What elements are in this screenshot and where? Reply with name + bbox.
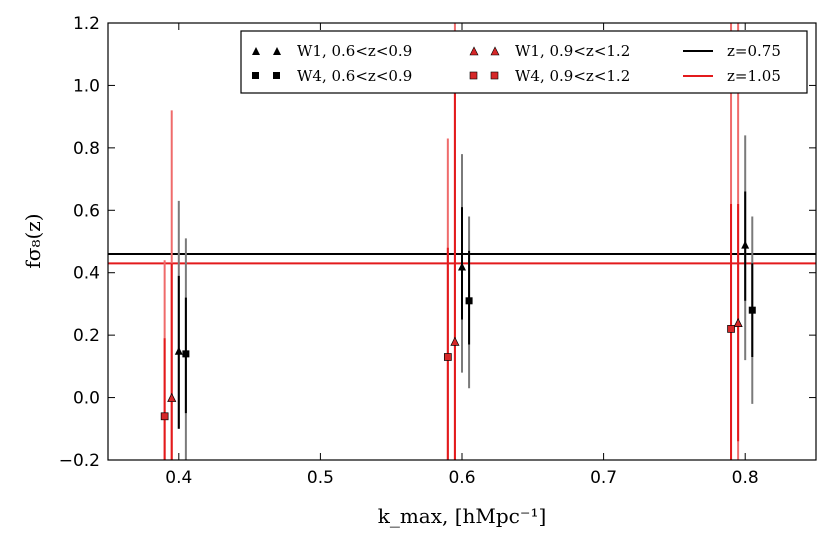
legend: W1, 0.6<z<0.9 W4, 0.6<z<0.9 W1, 0.9<z<1.… xyxy=(240,30,808,94)
marker-s2-2 xyxy=(733,317,743,328)
x-tick-label-4: 0.8 xyxy=(732,468,759,488)
legend-label-w4-high: W4, 0.9<z<1.2 xyxy=(515,67,630,85)
y-tick-label-1: 0.0 xyxy=(73,389,100,409)
axes: −0.2 0.0 0.2 0.4 0.6 0.8 1.0 1.2 0.4 0.5 0.6 0.7 0.8 xyxy=(59,14,817,488)
legend-label-z105: z=1.05 xyxy=(727,67,781,85)
marker-s0-0 xyxy=(174,346,183,355)
x-tick-label-1: 0.5 xyxy=(307,468,334,488)
legend-label-w4-low: W4, 0.6<z<0.9 xyxy=(297,67,412,85)
x-tick-label-0: 0.4 xyxy=(165,468,192,488)
y-tick-label-4: 0.6 xyxy=(73,201,100,221)
y-tick-label-2: 0.2 xyxy=(73,326,100,346)
marker-s1-2 xyxy=(748,306,756,314)
y-tick-label-3: 0.4 xyxy=(73,264,100,284)
legend-marker-w1-low-2 xyxy=(273,47,281,55)
y-tick-label-6: 1.0 xyxy=(73,76,100,96)
marker-s3-0 xyxy=(160,412,169,421)
marker-s0-1 xyxy=(458,262,466,271)
legend-marker-w4-high-1 xyxy=(469,71,478,80)
x-tick-label-3: 0.7 xyxy=(590,468,617,488)
marker-s1-0 xyxy=(182,350,190,358)
y-axis-title: fσ₈(z) xyxy=(21,213,45,268)
y-tick-label-7: 1.2 xyxy=(73,14,100,34)
x-axis-title: k_max, [hMpc⁻¹] xyxy=(378,504,547,528)
legend-label-z075: z=0.75 xyxy=(727,42,781,60)
marker-s3-2 xyxy=(727,325,735,333)
legend-box xyxy=(240,30,808,94)
legend-marker-w1-high-2 xyxy=(490,46,500,56)
legend-label-w1-low: W1, 0.6<z<0.9 xyxy=(297,42,412,60)
legend-marker-w4-low-1 xyxy=(252,72,259,79)
plot-area xyxy=(108,23,816,460)
marker-s2-0 xyxy=(167,392,177,402)
marker-s1-1 xyxy=(465,297,473,305)
legend-marker-w1-high-1 xyxy=(469,46,479,56)
legend-marker-w4-low-2 xyxy=(273,72,280,79)
marker-s3-1 xyxy=(443,353,452,361)
legend-marker-w4-high-2 xyxy=(490,71,499,80)
y-tick-label-0: −0.2 xyxy=(59,451,100,471)
marker-s0-2 xyxy=(741,240,750,249)
marker-s2-1 xyxy=(450,336,460,346)
plot-frame xyxy=(107,22,817,461)
y-tick-label-5: 0.8 xyxy=(73,139,100,159)
x-tick-label-2: 0.6 xyxy=(448,468,475,488)
legend-label-w1-high: W1, 0.9<z<1.2 xyxy=(515,42,630,60)
legend-marker-w1-low-1 xyxy=(252,47,260,55)
